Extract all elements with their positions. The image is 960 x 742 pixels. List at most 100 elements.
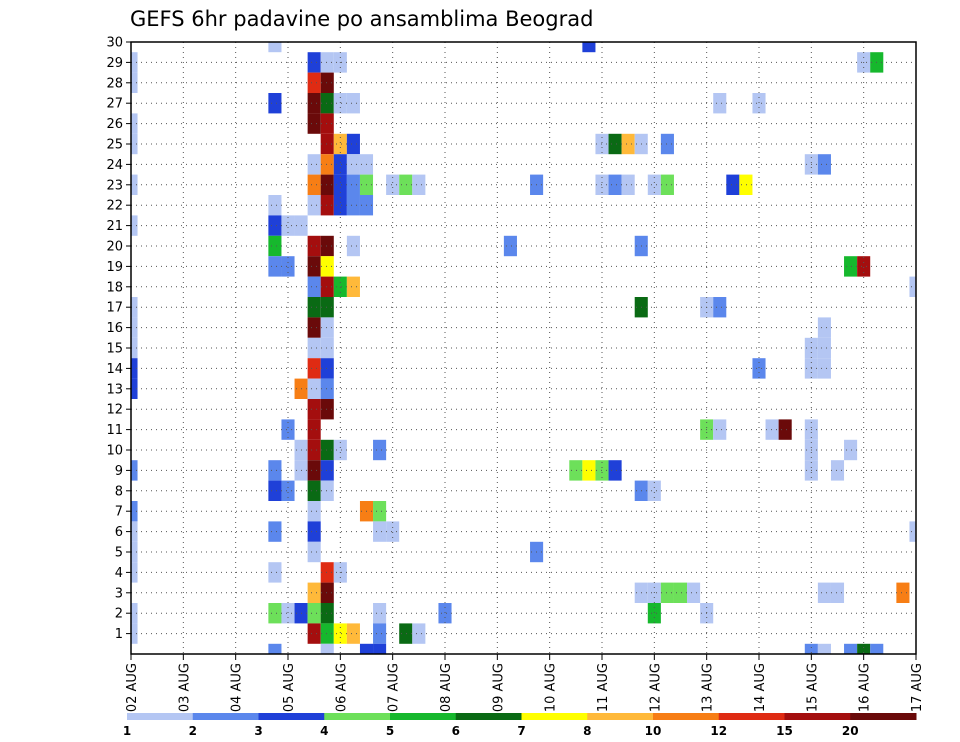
colorbar-swatch bbox=[784, 713, 851, 720]
colorbar-label: 1 bbox=[123, 724, 131, 738]
heatmap-cell bbox=[307, 276, 321, 297]
heatmap-cell bbox=[647, 174, 661, 195]
heatmap-cell bbox=[131, 317, 138, 338]
heatmap-cell bbox=[307, 460, 321, 481]
heatmap-cell bbox=[320, 643, 334, 654]
heatmap-cell bbox=[857, 643, 871, 654]
heatmap-cell bbox=[307, 501, 321, 522]
heatmap-cell bbox=[131, 133, 138, 155]
x-tick-label: 07 AUG bbox=[387, 663, 402, 712]
heatmap-cell bbox=[399, 174, 413, 195]
heatmap-cell bbox=[503, 235, 517, 257]
heatmap-cell bbox=[333, 154, 347, 175]
heatmap-cell bbox=[320, 623, 334, 644]
heatmap-cell bbox=[333, 133, 347, 155]
heatmap-cell bbox=[307, 582, 321, 603]
heatmap-cell bbox=[320, 256, 334, 277]
heatmap-cell bbox=[817, 317, 831, 338]
x-tick-label: 02 AUG bbox=[125, 663, 140, 712]
colorbar-label: 6 bbox=[452, 724, 460, 738]
colorbar-swatch bbox=[192, 713, 259, 720]
heatmap-cell bbox=[268, 93, 282, 114]
colorbar-label: 12 bbox=[710, 724, 727, 738]
heatmap-cell bbox=[320, 195, 334, 216]
heatmap-cell bbox=[346, 195, 360, 216]
heatmap-cell bbox=[412, 174, 426, 195]
y-tick-label: 5 bbox=[115, 546, 123, 561]
heatmap-cell bbox=[320, 603, 334, 624]
heatmap-cell bbox=[320, 72, 334, 93]
heatmap-cell bbox=[307, 154, 321, 175]
heatmap-cell bbox=[346, 623, 360, 644]
heatmap-cell bbox=[346, 235, 360, 257]
heatmap-cell bbox=[307, 521, 321, 542]
heatmap-cell bbox=[320, 297, 334, 318]
heatmap-cell bbox=[817, 154, 831, 175]
heatmap-cell bbox=[412, 623, 426, 644]
x-tick-label: 16 AUG bbox=[858, 663, 873, 712]
heatmap-cell bbox=[896, 582, 910, 603]
y-tick-label: 22 bbox=[106, 199, 123, 214]
heatmap-cell bbox=[673, 582, 688, 603]
heatmap-cell bbox=[131, 215, 138, 236]
heatmap-cell bbox=[131, 623, 138, 644]
heatmap-cell bbox=[320, 235, 334, 257]
heatmap-cell bbox=[752, 358, 766, 379]
x-tick-label: 12 AUG bbox=[648, 663, 663, 712]
heatmap-cell bbox=[909, 276, 916, 297]
heatmap-cell bbox=[608, 133, 622, 155]
colorbar-swatch bbox=[258, 713, 325, 720]
y-tick-label: 20 bbox=[106, 240, 123, 255]
colorbar: 1 2 3 4 5 6 7 8 10 12 15 20 bbox=[123, 713, 917, 738]
heatmap-cell bbox=[582, 460, 596, 481]
y-tick-label: 26 bbox=[106, 117, 123, 132]
heatmap-cell bbox=[817, 582, 831, 603]
heatmap-cell bbox=[739, 174, 753, 195]
y-tick-label: 1 bbox=[115, 627, 123, 642]
heatmap-cell bbox=[268, 521, 282, 542]
heatmap-cell bbox=[320, 378, 334, 399]
heatmap-cell bbox=[307, 419, 321, 440]
x-tick-label: 10 AUG bbox=[544, 663, 559, 712]
colorbar-swatch bbox=[390, 713, 457, 720]
heatmap-cell bbox=[844, 439, 858, 461]
heatmap-cell bbox=[307, 317, 321, 338]
heatmap-cell bbox=[268, 235, 282, 257]
heatmap-cell bbox=[320, 480, 334, 501]
colorbar-swatch bbox=[850, 713, 917, 720]
y-tick-label: 19 bbox=[106, 260, 123, 275]
y-tick-label: 23 bbox=[106, 178, 123, 193]
colorbar-swatch bbox=[324, 713, 391, 720]
heatmap-cell bbox=[131, 174, 138, 195]
heatmap-cell bbox=[373, 623, 387, 644]
heatmap-cell bbox=[778, 419, 792, 440]
y-tick-label: 18 bbox=[106, 280, 123, 295]
heatmap-cell bbox=[307, 603, 321, 624]
y-tick-label: 21 bbox=[106, 219, 123, 234]
heatmap-cell bbox=[307, 195, 321, 216]
heatmap-cell bbox=[307, 235, 321, 257]
x-tick-label: 05 AUG bbox=[282, 663, 297, 712]
heatmap-cell bbox=[713, 419, 727, 440]
heatmap-cell bbox=[333, 174, 347, 195]
heatmap-cell bbox=[870, 643, 884, 654]
x-tick-label: 17 AUG bbox=[910, 663, 925, 712]
heatmap-cell bbox=[582, 42, 596, 53]
cells-layer bbox=[131, 42, 916, 654]
heatmap-cell bbox=[268, 480, 282, 501]
heatmap-cell bbox=[131, 378, 138, 399]
colorbar-label: 2 bbox=[189, 724, 197, 738]
x-tick-label: 06 AUG bbox=[334, 663, 349, 712]
heatmap-cell bbox=[320, 276, 334, 297]
heatmap-cell bbox=[307, 480, 321, 501]
heatmap-cell bbox=[386, 521, 400, 542]
heatmap-cell bbox=[346, 93, 360, 114]
colorbar-swatch bbox=[455, 713, 522, 720]
colorbar-label: 4 bbox=[320, 724, 328, 738]
y-tick-label: 29 bbox=[106, 56, 123, 71]
heatmap-cell bbox=[359, 643, 374, 654]
heatmap-cell bbox=[713, 297, 727, 318]
heatmap-cell bbox=[333, 276, 347, 297]
y-tick-label: 28 bbox=[106, 76, 123, 91]
heatmap-cell bbox=[131, 603, 138, 624]
